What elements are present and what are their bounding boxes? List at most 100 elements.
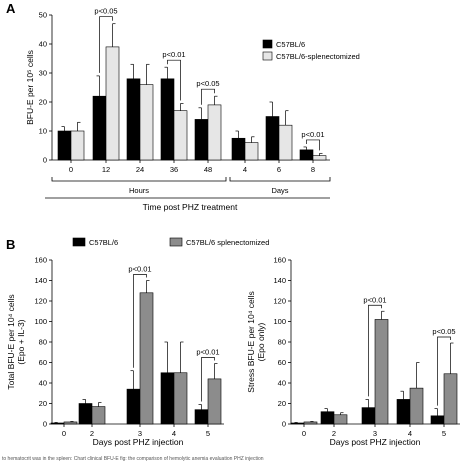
y-axis-label: Total BFU-E per 10⁴ cells bbox=[6, 294, 16, 389]
y-tick-label-10: 10 bbox=[39, 127, 47, 136]
x-tick-label-4: 4 bbox=[408, 429, 412, 438]
p-value-label-5: p<0.01 bbox=[196, 348, 219, 357]
legend-swatch-b-c57bl-6-splenectomized bbox=[169, 237, 183, 247]
bar-c57bl-6-8 bbox=[299, 149, 314, 161]
bar-c57bl-6-splenectomized-2 bbox=[91, 406, 106, 425]
y-tick-label-0: 0 bbox=[43, 420, 47, 429]
y-axis-label: Stress BFU-E per 10⁴ cells bbox=[246, 291, 256, 392]
bar-c57bl-6-splenectomized-36 bbox=[173, 110, 188, 161]
y-tick-label-40: 40 bbox=[39, 40, 47, 49]
bar-c57bl-6-splenectomized-8 bbox=[312, 155, 327, 161]
bar-c57bl-6-2 bbox=[78, 403, 93, 425]
x-tick-label-5: 5 bbox=[442, 429, 446, 438]
bar-c57bl-6-5 bbox=[194, 409, 209, 425]
bar-c57bl-6-0 bbox=[57, 130, 72, 161]
bar-c57bl-6-splenectomized-0 bbox=[303, 421, 318, 425]
significance-bracket-3 bbox=[368, 304, 382, 397]
bar-c57bl-6-splenectomized-24 bbox=[139, 84, 154, 161]
p-value-label-48: p<0.05 bbox=[196, 79, 219, 88]
bar-c57bl-6-3 bbox=[126, 388, 141, 425]
bar-c57bl-6-splenectomized-4 bbox=[409, 387, 424, 425]
y-tick-label-140: 140 bbox=[34, 276, 47, 285]
bar-c57bl-6-splenectomized-12 bbox=[105, 46, 120, 161]
x-tick-label-0: 0 bbox=[69, 165, 73, 174]
panel-b-total-bfu-e-chart: 0 20 40 60 80 100 120 140 160 0 2 3 4 5 p<0.01 p<0.01 To… bbox=[6, 256, 224, 447]
x-tick-label-24: 24 bbox=[136, 165, 144, 174]
bar-c57bl-6-4 bbox=[160, 372, 175, 425]
bar-c57bl-6-4 bbox=[396, 399, 411, 425]
y-tick-label-60: 60 bbox=[39, 358, 47, 367]
p-value-label-3: p<0.01 bbox=[128, 265, 151, 274]
y-tick-label-50: 50 bbox=[39, 11, 47, 20]
y-tick-label-120: 120 bbox=[34, 297, 47, 306]
y-tick-label-120: 120 bbox=[273, 297, 286, 306]
y-tick-label-60: 60 bbox=[278, 358, 286, 367]
bar-c57bl-6-splenectomized-0 bbox=[63, 421, 78, 425]
group-label-days: Days bbox=[271, 186, 288, 195]
y-tick-label-40: 40 bbox=[39, 379, 47, 388]
p-value-label-36: p<0.01 bbox=[162, 50, 185, 59]
legend-swatch-a-c57bl-6-splenectomized bbox=[262, 51, 273, 61]
x-tick-label-0: 0 bbox=[62, 429, 66, 438]
bar-c57bl-6-splenectomized-0 bbox=[70, 130, 85, 161]
y-axis-label-sub: (Epo only) bbox=[256, 322, 266, 361]
x-axis-title: Time post PHZ treatment bbox=[143, 202, 238, 212]
y-tick-label-80: 80 bbox=[278, 338, 286, 347]
bar-c57bl-6-6 bbox=[265, 116, 280, 161]
legend-label-a-c57bl-6: C57BL/6 bbox=[276, 40, 305, 49]
legend-label-a-c57bl-6-splenectomized: C57BL/6-splenectomized bbox=[276, 52, 360, 61]
y-tick-label-140: 140 bbox=[273, 276, 286, 285]
y-tick-label-20: 20 bbox=[39, 399, 47, 408]
bar-c57bl-6-splenectomized-2 bbox=[333, 414, 348, 425]
y-tick-label-160: 160 bbox=[273, 256, 286, 265]
bar-c57bl-6-splenectomized-5 bbox=[443, 373, 458, 425]
panel-label-a: A bbox=[6, 1, 16, 16]
y-tick-label-30: 30 bbox=[39, 69, 47, 78]
x-tick-label-2: 2 bbox=[90, 429, 94, 438]
x-axis-title: Days post PHZ injection bbox=[93, 437, 184, 447]
p-value-label-8: p<0.01 bbox=[301, 130, 324, 139]
legends: C57BL/6 C57BL/6-splenectomized C57BL/6 C57B… bbox=[72, 39, 360, 247]
bar-c57bl-6-splenectomized-4 bbox=[244, 142, 259, 161]
group-bracket-days bbox=[229, 177, 331, 182]
bar-c57bl-6-5 bbox=[430, 415, 445, 425]
bar-c57bl-6-48 bbox=[194, 119, 209, 161]
x-tick-label-5: 5 bbox=[206, 429, 210, 438]
panel-a-chart: 0 10 20 30 40 50 0 12 24 36 48 4 6 8 p<0.05 p<0.01 p<0.0… bbox=[25, 7, 331, 212]
group-bracket-hours bbox=[51, 177, 227, 182]
significance-bracket-5 bbox=[201, 357, 215, 402]
y-tick-label-100: 100 bbox=[34, 317, 47, 326]
legend-label-b-c57bl-6: C57BL/6 bbox=[89, 238, 118, 247]
bar-c57bl-6-splenectomized-4 bbox=[173, 372, 188, 425]
bar-c57bl-6-splenectomized-3 bbox=[139, 292, 154, 425]
panel-label-b: B bbox=[6, 237, 15, 252]
caption-fragment: to hematocrit was in the spleen: Chart c… bbox=[2, 456, 264, 462]
x-axis-title: Days post PHZ injection bbox=[330, 437, 421, 447]
x-tick-label-48: 48 bbox=[204, 165, 212, 174]
x-tick-label-8: 8 bbox=[311, 165, 315, 174]
legend-swatch-b-c57bl-6 bbox=[72, 237, 86, 247]
bar-c57bl-6-0 bbox=[50, 422, 65, 425]
significance-bracket-3 bbox=[133, 274, 147, 368]
significance-bracket-8 bbox=[306, 139, 320, 151]
x-tick-label-0: 0 bbox=[302, 429, 306, 438]
bar-c57bl-6-splenectomized-48 bbox=[207, 104, 222, 161]
y-tick-label-0: 0 bbox=[282, 420, 286, 429]
bar-c57bl-6-12 bbox=[92, 95, 107, 161]
x-tick-label-2: 2 bbox=[332, 429, 336, 438]
x-tick-label-3: 3 bbox=[373, 429, 377, 438]
x-tick-label-4: 4 bbox=[243, 165, 247, 174]
bar-c57bl-6-splenectomized-3 bbox=[374, 319, 389, 425]
y-tick-label-100: 100 bbox=[273, 317, 286, 326]
y-tick-label-20: 20 bbox=[278, 399, 286, 408]
bar-c57bl-6-2 bbox=[320, 411, 335, 425]
x-tick-label-3: 3 bbox=[138, 429, 142, 438]
legend-label-b-c57bl-6-splenectomized: C57BL/6 splenectomized bbox=[186, 238, 269, 247]
y-tick-label-80: 80 bbox=[39, 338, 47, 347]
y-tick-label-160: 160 bbox=[34, 256, 47, 265]
significance-bracket-12 bbox=[99, 16, 113, 73]
significance-bracket-5 bbox=[437, 336, 451, 406]
x-tick-label-12: 12 bbox=[102, 165, 110, 174]
y-axis-label: BFU-E per 10⁵ cells bbox=[25, 50, 35, 125]
